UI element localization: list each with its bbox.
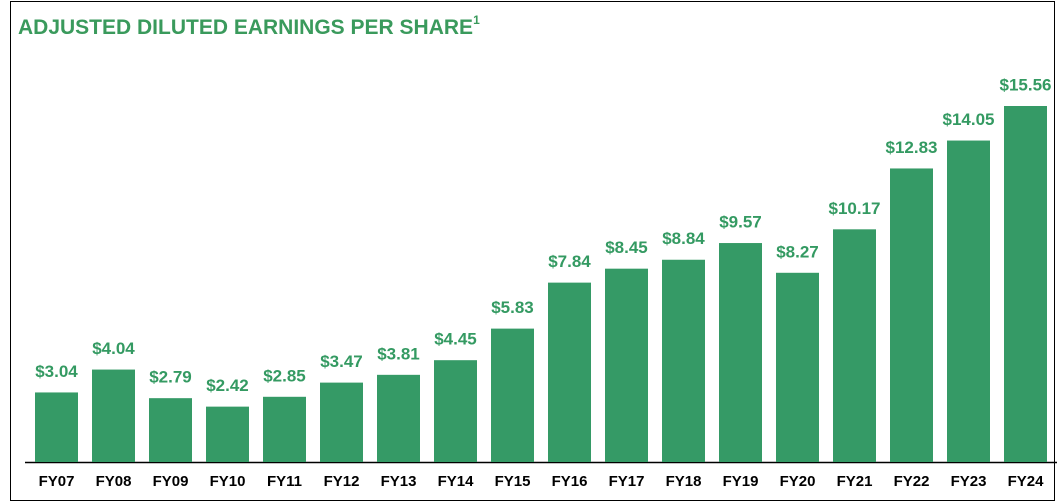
- value-label: $4.45: [434, 330, 477, 349]
- x-tick-label: FY20: [780, 473, 816, 490]
- value-label: $8.45: [605, 238, 648, 257]
- x-tick-label: FY21: [837, 473, 873, 490]
- value-label: $5.83: [491, 298, 534, 317]
- x-tick-label: FY09: [153, 473, 189, 490]
- bar: [947, 140, 990, 463]
- x-tick-label: FY15: [495, 473, 531, 490]
- bar: [320, 382, 363, 462]
- x-tick-label: FY07: [39, 473, 75, 490]
- x-tick-label: FY16: [552, 473, 588, 490]
- chart-title: ADJUSTED DILUTED EARNINGS PER SHARE1: [18, 13, 480, 38]
- bar: [719, 243, 762, 462]
- x-tick-label: FY19: [723, 473, 759, 490]
- value-label: $2.79: [149, 368, 192, 387]
- bar: [149, 398, 192, 462]
- title-text: ADJUSTED DILUTED EARNINGS PER SHARE: [18, 16, 473, 39]
- value-label: $8.84: [662, 229, 705, 248]
- value-label: $3.81: [377, 344, 420, 363]
- bar: [833, 229, 876, 462]
- bar: [662, 259, 705, 462]
- value-label: $3.47: [320, 352, 363, 371]
- value-label: $10.17: [829, 199, 881, 218]
- x-tick-label: FY08: [96, 473, 132, 490]
- bar: [377, 374, 420, 462]
- bar: [890, 168, 933, 463]
- bar: [548, 282, 591, 462]
- x-tick-label: FY24: [1008, 473, 1045, 490]
- bar: [434, 360, 477, 462]
- x-tick-label: FY12: [324, 473, 360, 490]
- bar: [35, 392, 78, 462]
- value-label: $14.05: [943, 110, 995, 129]
- bar: [1004, 106, 1047, 462]
- value-label: $8.27: [776, 242, 819, 261]
- bar: [206, 406, 249, 462]
- bar: [776, 272, 819, 462]
- value-label: $7.84: [548, 252, 591, 271]
- x-tick-label: FY13: [381, 473, 417, 490]
- bar: [92, 369, 135, 462]
- value-label: $2.42: [206, 376, 249, 395]
- title-footnote: 1: [473, 13, 480, 27]
- x-tick-label: FY22: [894, 473, 930, 490]
- x-tick-label: FY10: [210, 473, 246, 490]
- x-tick-label: FY14: [438, 473, 475, 490]
- x-tick-label: FY23: [951, 473, 987, 490]
- bar: [491, 328, 534, 462]
- value-label: $3.04: [35, 362, 78, 381]
- value-label: $4.04: [92, 339, 135, 358]
- value-label: $12.83: [886, 138, 938, 157]
- bar: [605, 268, 648, 462]
- value-label: $2.85: [263, 366, 306, 385]
- x-tick-label: FY11: [267, 473, 302, 490]
- frame: [10, 1, 1055, 501]
- value-label: $9.57: [719, 213, 762, 232]
- x-tick-label: FY17: [609, 473, 645, 490]
- value-label: $15.56: [1000, 75, 1052, 94]
- bar: [263, 396, 306, 462]
- x-tick-label: FY18: [666, 473, 702, 490]
